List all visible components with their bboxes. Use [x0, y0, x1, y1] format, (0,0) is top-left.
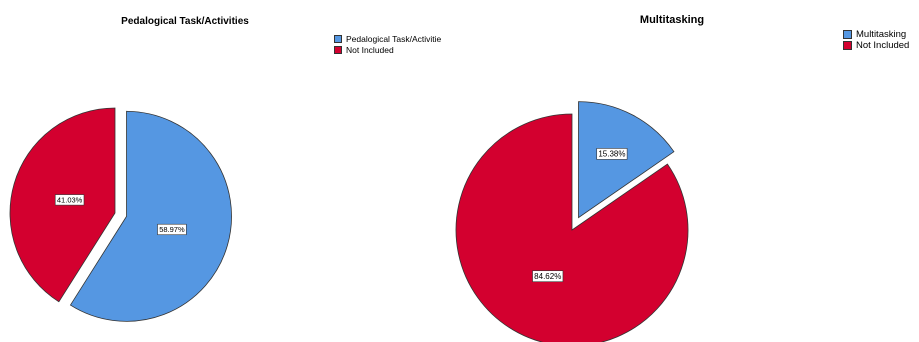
data-label-box — [596, 148, 628, 160]
legend-item: Multitasking — [843, 29, 909, 40]
data-label: 15.38% — [596, 148, 628, 160]
chart-legend: Pedalogical Task/Activitie Not Included — [334, 33, 441, 55]
legend-label: Not Included — [856, 40, 910, 51]
legend-item: Not Included — [843, 40, 909, 51]
data-label-text: 58.97% — [159, 225, 185, 234]
data-label: 58.97% — [157, 223, 187, 236]
pie-plot: 15.38% 84.62% — [455, 101, 689, 342]
data-label-box — [532, 270, 564, 283]
legend-label: Multitasking — [856, 29, 907, 40]
legend-item: Not Included — [334, 44, 441, 55]
data-label-text: 84.62% — [534, 272, 561, 281]
pie-slice — [69, 110, 232, 322]
legend-label: Not Included — [346, 44, 394, 55]
pie-chart-right: Multitasking Multitasking Not Included 1… — [455, 0, 919, 342]
chart-legend: Multitasking Not Included — [843, 29, 909, 51]
legend-item: Pedalogical Task/Activitie — [334, 33, 441, 44]
legend-swatch — [334, 45, 342, 54]
pie-slice — [455, 113, 689, 342]
chart-title: Multitasking — [639, 14, 705, 26]
legend-swatch — [334, 34, 342, 43]
pie-chart-left: Pedalogical Task/Activities Pedalogical … — [9, 16, 441, 322]
legend-swatch — [843, 41, 852, 50]
pie-plot: 58.97% 41.03% — [9, 107, 232, 322]
data-label-box — [54, 194, 85, 206]
data-label: 84.62% — [532, 270, 564, 283]
chart-title: Pedalogical Task/Activities — [121, 16, 249, 27]
legend-label: Pedalogical Task/Activitie — [346, 33, 442, 44]
data-label-text: 41.03% — [57, 195, 83, 204]
data-label-box — [157, 223, 187, 236]
data-label-text: 15.38% — [598, 150, 625, 159]
legend-swatch — [843, 30, 852, 39]
data-label: 41.03% — [54, 194, 85, 206]
